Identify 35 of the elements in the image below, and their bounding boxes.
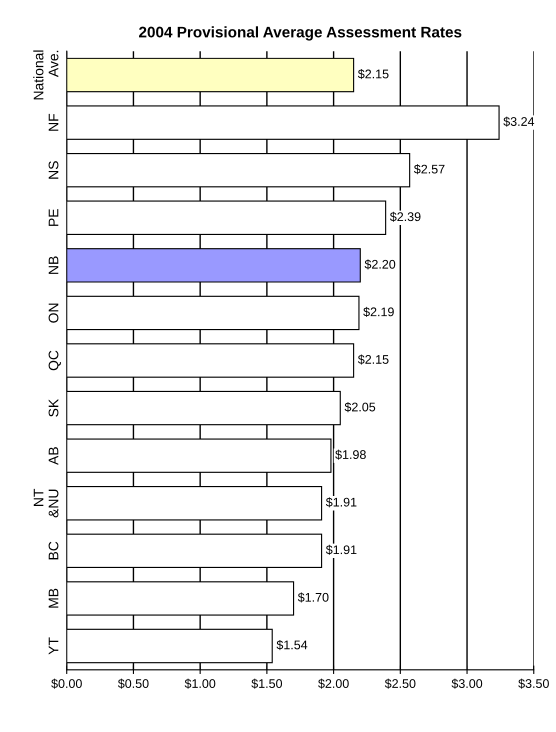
- data-label: $2.05: [344, 402, 376, 412]
- y-tick-label: NF: [48, 114, 58, 131]
- y-tick-label: YT: [48, 637, 58, 655]
- y-tick-label: PE: [48, 209, 58, 226]
- y-tick-label: ON: [48, 304, 58, 323]
- data-label: $1.54: [276, 640, 308, 650]
- x-tick-label: $1.00: [184, 678, 216, 689]
- y-tick-label: NT &NU: [34, 488, 58, 518]
- data-label: $2.15: [358, 69, 389, 80]
- data-label: $2.15: [358, 354, 389, 365]
- data-label: $1.98: [335, 450, 366, 460]
- chart-title: 2004 Provisional Average Assessment Rates: [139, 26, 462, 41]
- y-tick-label: BC: [48, 542, 58, 560]
- data-label: $2.57: [414, 164, 444, 174]
- x-tick-label: $1.50: [251, 678, 282, 689]
- y-tick-label: NS: [48, 161, 58, 179]
- data-label: $2.19: [363, 306, 394, 318]
- x-tick-label: $3.50: [518, 678, 549, 689]
- data-label: $1.91: [326, 497, 356, 508]
- y-tick-label: SK: [48, 398, 58, 417]
- data-label: $1.70: [298, 592, 329, 603]
- x-tick-label: $0.00: [51, 678, 82, 689]
- x-tick-label: $2.00: [318, 678, 349, 689]
- data-label: $2.20: [364, 259, 396, 270]
- y-tick-label: QC: [48, 350, 61, 370]
- data-label: $1.91: [326, 544, 356, 555]
- y-tick-label: National Ave.: [33, 50, 58, 100]
- x-tick-label: $0.50: [118, 678, 149, 689]
- x-tick-label: $2.50: [384, 678, 416, 689]
- x-tick-label: $3.00: [452, 678, 482, 689]
- y-tick-label: NB: [48, 256, 58, 274]
- data-label: $2.39: [390, 212, 420, 222]
- y-tick-label: AB: [48, 447, 58, 465]
- y-tick-label: MB: [48, 588, 58, 608]
- data-label: $3.24: [503, 116, 534, 127]
